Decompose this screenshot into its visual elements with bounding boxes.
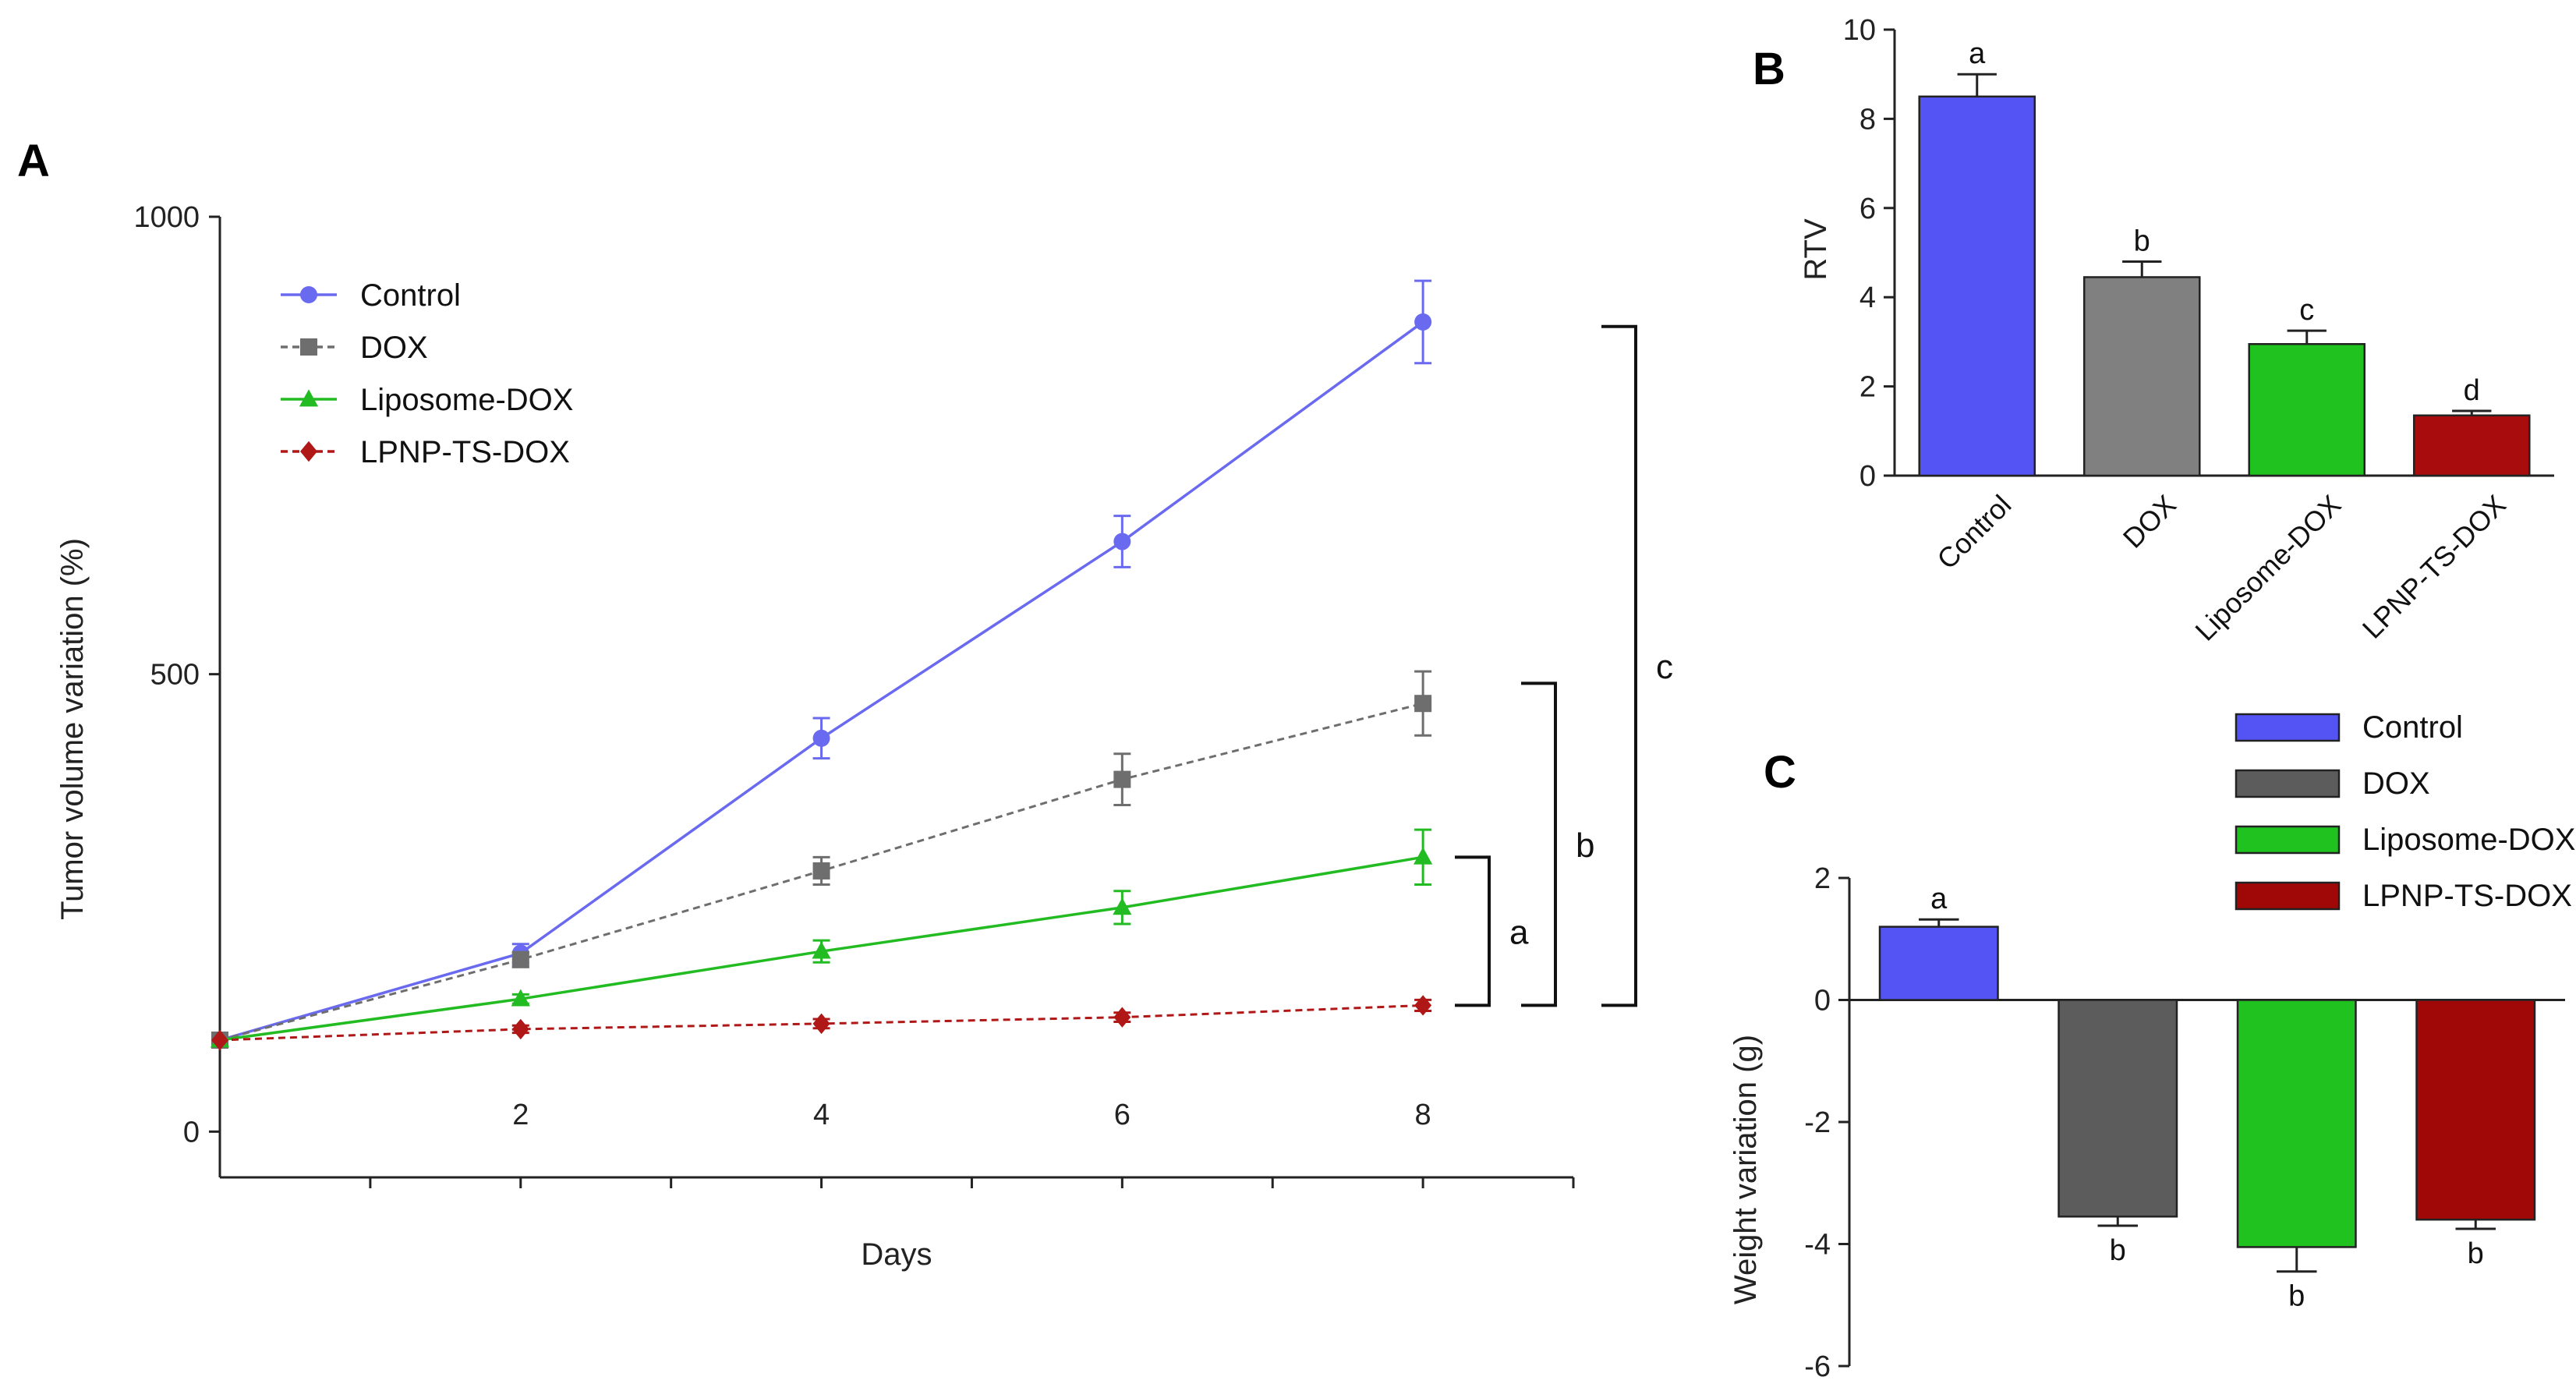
- x-tick-label: 8: [1415, 1099, 1431, 1131]
- panel-a-letter: A: [17, 136, 50, 186]
- data-point-control: [1414, 313, 1432, 331]
- bar-liposome-dox: [2236, 999, 2357, 1248]
- bar-lpnp-ts-dox: [2415, 999, 2536, 1221]
- y-tick-label: -2: [1804, 1106, 1831, 1139]
- bar-lpnp-ts-dox: [2412, 414, 2531, 477]
- bar-letter-lpnp-ts-dox: b: [2468, 1237, 2484, 1270]
- data-point-liposome-dox: [1414, 847, 1433, 865]
- bar-control: [1918, 95, 2036, 477]
- data-point-liposome-dox: [511, 989, 530, 1007]
- panel-c-letter: C: [1764, 747, 1796, 798]
- significance-letter-c: c: [1656, 648, 1673, 686]
- y-tick-label: 6: [1859, 193, 1876, 225]
- bar-letter-liposome-dox: c: [2299, 294, 2314, 327]
- data-point-lpnp-ts-dox: [1113, 1007, 1131, 1028]
- data-point-lpnp-ts-dox: [211, 1029, 228, 1051]
- significance-bracket-a: [1455, 855, 1491, 1007]
- data-point-dox: [812, 862, 830, 880]
- data-point-dox: [511, 950, 529, 968]
- y-tick-label: 1000: [133, 201, 200, 234]
- panel-b-letter: B: [1753, 44, 1785, 94]
- y-axis-label: Tumor volume variation (%): [55, 538, 90, 920]
- data-point-dox: [1414, 695, 1432, 713]
- legend-label-liposome-dox: Liposome-DOX: [2362, 823, 2575, 857]
- bar-liposome-dox: [2248, 343, 2366, 477]
- bar-letter-dox: b: [2110, 1234, 2126, 1267]
- y-tick-label: 500: [150, 659, 200, 692]
- legend-swatch-dox: [2235, 769, 2341, 798]
- legend-marker-control: [300, 286, 317, 303]
- legend-label-liposome-dox: Liposome-DOX: [360, 383, 573, 417]
- y-axis-label: Weight variation (g): [1729, 1035, 1763, 1304]
- bar-letter-control: a: [1969, 37, 1986, 70]
- legend-label-dox: DOX: [360, 331, 428, 365]
- x-tick-label: 2: [512, 1099, 529, 1131]
- y-tick-label: -4: [1804, 1229, 1831, 1262]
- legend-swatch-liposome-dox: [2235, 825, 2341, 855]
- legend-swatch-lpnp-ts-dox: [2235, 881, 2341, 911]
- legend-swatch-control: [2235, 713, 2341, 742]
- x-tick-label: 4: [813, 1099, 830, 1131]
- data-point-liposome-dox: [1113, 897, 1132, 915]
- legend-marker-lpnp-ts-dox: [300, 441, 317, 462]
- y-tick-label: -6: [1804, 1350, 1831, 1383]
- significance-bracket-b: [1521, 681, 1557, 1007]
- significance-bracket-c: [1601, 324, 1637, 1007]
- data-point-dox: [1113, 770, 1131, 788]
- significance-letter-b: b: [1576, 826, 1594, 865]
- y-tick-label: 2: [1859, 371, 1876, 404]
- data-point-lpnp-ts-dox: [511, 1018, 529, 1040]
- bar-control: [1878, 926, 1999, 1001]
- y-tick-label: 0: [1814, 985, 1831, 1018]
- bar-letter-lpnp-ts-dox: d: [2464, 374, 2480, 407]
- data-point-lpnp-ts-dox: [812, 1013, 830, 1035]
- bar-letter-liposome-dox: b: [2288, 1280, 2305, 1313]
- data-point-control: [1113, 533, 1131, 550]
- bar-dox: [2058, 999, 2178, 1218]
- legend-label-lpnp-ts-dox: LPNP-TS-DOX: [2362, 879, 2572, 913]
- bar-letter-dox: b: [2134, 225, 2150, 257]
- panel-a-line-chart: A 0 500 1000 2 4 6 8 Days Tumor volume variation …: [17, 136, 1673, 1272]
- y-axis-label: RTV: [1799, 218, 1833, 281]
- legend-marker-dox: [300, 338, 317, 356]
- x-tick-label: 6: [1114, 1099, 1131, 1131]
- y-tick-label: 4: [1859, 281, 1876, 314]
- legend-marker-liposome-dox: [299, 389, 319, 407]
- panel-c-weight-bar-chart: C 2 0 -2 -4 -6 Weight variation (g) a b b b Control…: [1729, 710, 2575, 1383]
- y-tick-label: 0: [183, 1116, 200, 1149]
- data-point-liposome-dox: [812, 941, 831, 959]
- legend-label-control: Control: [360, 278, 461, 313]
- significance-letter-a: a: [1509, 913, 1529, 951]
- y-tick-label: 0: [1859, 460, 1876, 493]
- y-tick-label: 2: [1814, 862, 1831, 895]
- y-tick-label: 10: [1843, 14, 1876, 47]
- bar-dox: [2082, 276, 2201, 477]
- y-tick-label: 8: [1859, 103, 1876, 136]
- data-point-lpnp-ts-dox: [1414, 995, 1432, 1016]
- legend-label-lpnp-ts-dox: LPNP-TS-DOX: [360, 435, 570, 469]
- legend-label-control: Control: [2362, 710, 2463, 745]
- legend-label-dox: DOX: [2362, 766, 2430, 801]
- x-axis-label: Days: [861, 1237, 932, 1272]
- data-point-control: [812, 729, 830, 747]
- bar-letter-control: a: [1930, 883, 1948, 915]
